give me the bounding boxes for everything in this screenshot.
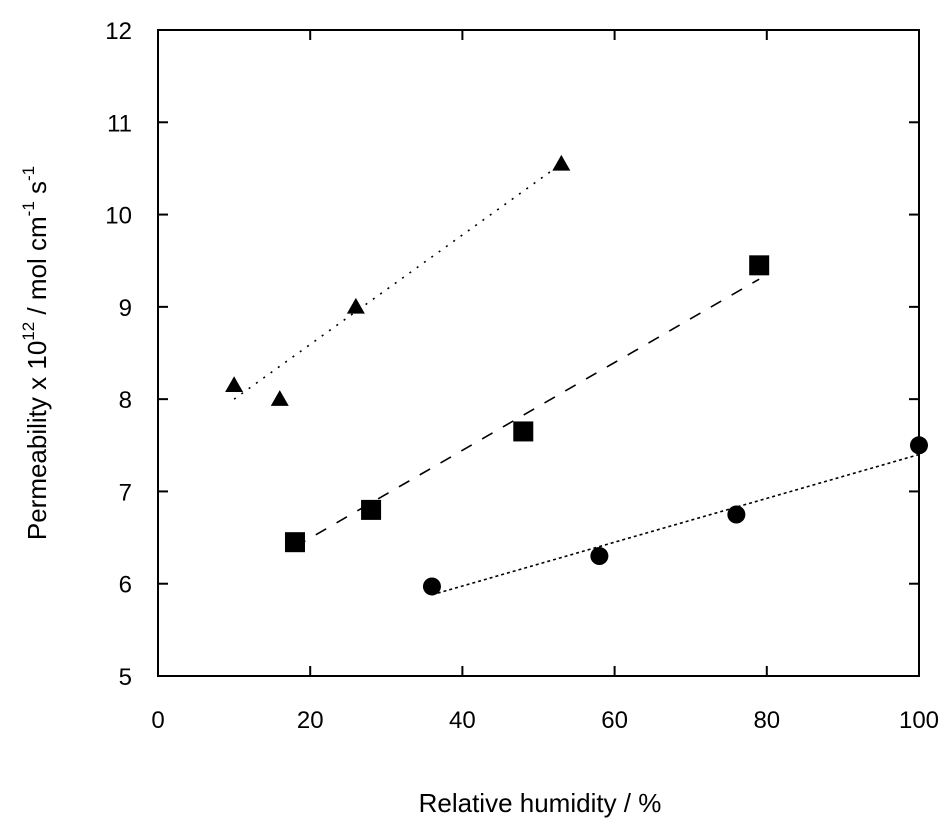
y-tick-label: 5 — [119, 664, 132, 691]
triangle-point — [270, 390, 289, 406]
y-axis-title-exp3: -1 — [19, 166, 38, 181]
x-tick-label: 20 — [297, 707, 324, 734]
square-point — [749, 255, 770, 276]
x-tick-label: 80 — [753, 707, 780, 734]
y-axis-title-exp1: 12 — [19, 322, 38, 341]
y-axis-title-exp2: -1 — [19, 201, 38, 216]
y-tick-label: 12 — [105, 18, 132, 45]
y-tick-label: 7 — [119, 479, 132, 506]
square-series-fit-line — [294, 278, 760, 548]
y-tick-label: 11 — [107, 110, 132, 137]
triangle-point — [225, 376, 244, 393]
square-point — [284, 532, 305, 553]
circle-point — [422, 577, 441, 596]
ticks — [157, 29, 920, 677]
circle-point — [910, 436, 928, 455]
y-tick-label: 8 — [119, 387, 132, 414]
x-tick-label: 100 — [899, 707, 939, 734]
x-tick-label: 60 — [601, 707, 628, 734]
x-tick-label: 40 — [449, 707, 476, 734]
y-tick-label: 9 — [119, 295, 132, 322]
triangle-point — [346, 297, 365, 314]
y-axis-title: Permeability x 1012 / mol cm-1 s-1 — [19, 166, 52, 540]
y-axis-title-unit: / mol cm — [22, 216, 52, 321]
circle-series-fit-line — [431, 453, 920, 596]
circle-point — [727, 505, 746, 524]
x-tick-label: 0 — [151, 707, 164, 734]
x-tick-labels: 0 20 40 60 80 100 — [151, 707, 939, 734]
triangle-point — [552, 154, 571, 171]
fit-lines — [233, 163, 920, 596]
triangle-series-fit-line — [233, 163, 562, 400]
markers — [225, 154, 928, 596]
y-tick-labels: 5 6 7 8 9 10 11 12 — [105, 18, 132, 691]
y-tick-label: 10 — [105, 203, 132, 230]
y-tick-label: 6 — [119, 572, 132, 599]
y-axis-title-unit2: s — [22, 181, 52, 201]
square-point — [513, 421, 534, 442]
y-axis-title-main: Permeability x 10 — [22, 341, 52, 540]
circle-point — [590, 547, 609, 566]
x-axis-title: Relative humidity / % — [419, 788, 662, 818]
plot-frame — [157, 29, 920, 677]
square-point — [361, 499, 382, 520]
